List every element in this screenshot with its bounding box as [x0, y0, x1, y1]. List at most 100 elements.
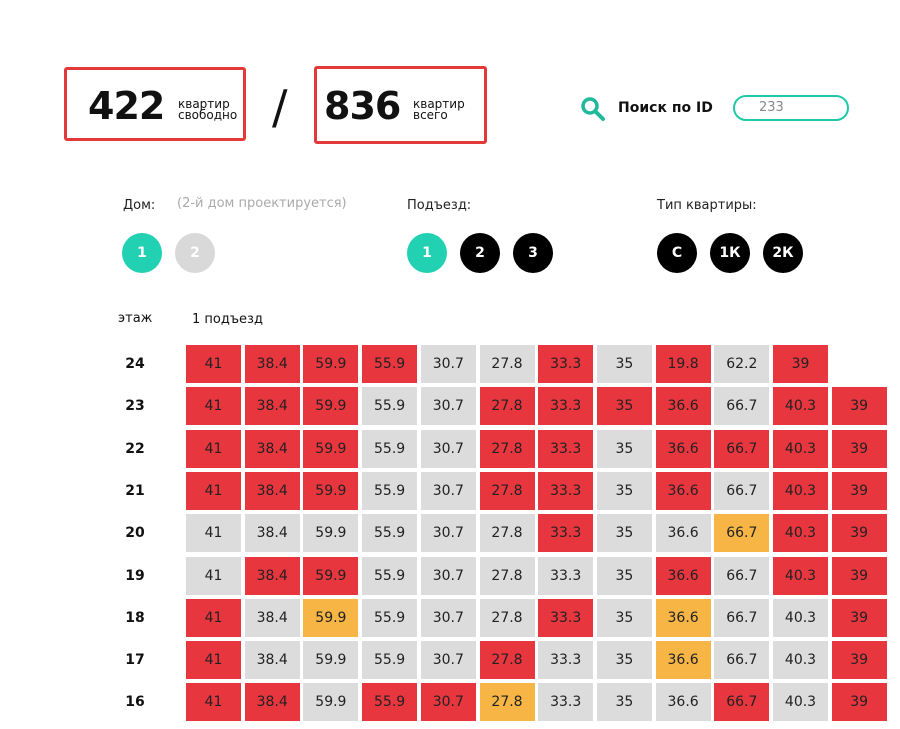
apartment-cell[interactable]: 36.6: [655, 641, 711, 680]
apartment-cell[interactable]: 27.8: [479, 471, 535, 510]
apartment-cell[interactable]: 35: [596, 641, 652, 680]
apartment-cell[interactable]: 40.3: [773, 429, 828, 468]
apartment-cell[interactable]: 33.3: [538, 556, 594, 595]
apartment-cell[interactable]: 55.9: [362, 514, 418, 553]
apartment-cell[interactable]: 59.9: [303, 514, 359, 553]
apartment-cell[interactable]: 36.6: [655, 471, 711, 510]
apartment-cell[interactable]: 35: [596, 387, 652, 426]
apartment-cell[interactable]: 30.7: [420, 598, 476, 637]
apartment-cell[interactable]: 38.4: [244, 387, 300, 426]
apartment-cell[interactable]: 66.7: [714, 598, 770, 637]
apartment-cell[interactable]: 33.3: [538, 387, 594, 426]
apartment-cell[interactable]: 27.8: [479, 598, 535, 637]
apartment-cell[interactable]: 27.8: [479, 429, 535, 468]
apartment-cell[interactable]: 40.3: [773, 514, 828, 553]
apartment-cell[interactable]: 66.7: [714, 641, 770, 680]
apartment-cell[interactable]: 35: [596, 556, 652, 595]
apartment-cell[interactable]: 27.8: [479, 514, 535, 553]
apartment-cell[interactable]: 36.6: [655, 683, 711, 722]
apartment-cell[interactable]: 62.2: [714, 345, 770, 383]
apartment-cell[interactable]: 30.7: [420, 641, 476, 680]
apartment-cell[interactable]: 59.9: [303, 598, 359, 637]
apartment-cell[interactable]: 59.9: [303, 429, 359, 468]
apartment-cell[interactable]: 35: [596, 471, 652, 510]
apartment-cell[interactable]: 33.3: [538, 514, 594, 553]
apartment-cell[interactable]: 55.9: [362, 471, 418, 510]
apartment-cell[interactable]: 59.9: [303, 641, 359, 680]
apartment-cell[interactable]: 38.4: [244, 556, 300, 595]
apartment-cell[interactable]: 19.8: [655, 345, 711, 383]
search-icon[interactable]: [580, 96, 606, 122]
apartment-cell[interactable]: 27.8: [479, 683, 535, 722]
apartment-cell[interactable]: 35: [596, 598, 652, 637]
apartment-cell[interactable]: 41: [186, 641, 241, 680]
apartment-cell[interactable]: 40.3: [773, 556, 828, 595]
apartment-cell[interactable]: 30.7: [420, 556, 476, 595]
entrance-option[interactable]: 2: [460, 233, 500, 273]
search-input[interactable]: 233: [733, 95, 849, 121]
apartment-cell[interactable]: 66.7: [714, 683, 770, 722]
apartment-cell[interactable]: 40.3: [773, 683, 828, 722]
apartment-cell[interactable]: 40.3: [773, 598, 828, 637]
apartment-cell[interactable]: 30.7: [420, 429, 476, 468]
apartment-cell[interactable]: 41: [186, 429, 241, 468]
apartment-cell[interactable]: 41: [186, 514, 241, 553]
apartment-cell[interactable]: 41: [186, 598, 241, 637]
apartment-cell[interactable]: 38.4: [244, 641, 300, 680]
apartment-cell[interactable]: 36.6: [655, 514, 711, 553]
apartment-cell[interactable]: 39: [831, 471, 887, 510]
apartment-cell[interactable]: 35: [596, 683, 652, 722]
apartment-cell[interactable]: 33.3: [538, 345, 594, 383]
apartment-cell[interactable]: 40.3: [773, 641, 828, 680]
apartment-cell[interactable]: 30.7: [420, 683, 476, 722]
apartment-cell[interactable]: 66.7: [714, 429, 770, 468]
apartment-cell[interactable]: 30.7: [420, 514, 476, 553]
apartment-cell[interactable]: 33.3: [538, 429, 594, 468]
apartment-cell[interactable]: 36.6: [655, 387, 711, 426]
apartment-cell[interactable]: 39: [831, 556, 887, 595]
apartment-cell[interactable]: 36.6: [655, 429, 711, 468]
apartment-cell[interactable]: 38.4: [244, 683, 300, 722]
entrance-option[interactable]: 3: [513, 233, 553, 273]
apartment-cell[interactable]: 59.9: [303, 683, 359, 722]
apartment-cell[interactable]: 35: [596, 429, 652, 468]
apartment-cell[interactable]: 39: [831, 641, 887, 680]
apartment-cell[interactable]: 27.8: [479, 641, 535, 680]
type-option[interactable]: 2К: [763, 233, 803, 273]
apartment-cell[interactable]: 41: [186, 683, 241, 722]
apartment-cell[interactable]: 27.8: [479, 387, 535, 426]
apartment-cell[interactable]: 59.9: [303, 556, 359, 595]
apartment-cell[interactable]: 30.7: [420, 387, 476, 426]
apartment-cell[interactable]: 38.4: [244, 514, 300, 553]
type-option[interactable]: С: [657, 233, 697, 273]
apartment-cell[interactable]: 27.8: [479, 556, 535, 595]
apartment-cell[interactable]: 33.3: [538, 683, 594, 722]
apartment-cell[interactable]: 40.3: [773, 471, 828, 510]
apartment-cell[interactable]: 30.7: [420, 345, 476, 383]
entrance-option[interactable]: 1: [407, 233, 447, 273]
apartment-cell[interactable]: 41: [186, 471, 241, 510]
apartment-cell[interactable]: 39: [831, 598, 887, 637]
apartment-cell[interactable]: 55.9: [362, 598, 418, 637]
apartment-cell[interactable]: 55.9: [362, 345, 418, 383]
apartment-cell[interactable]: 66.7: [714, 556, 770, 595]
apartment-cell[interactable]: 39: [831, 514, 887, 553]
apartment-cell[interactable]: 39: [831, 429, 887, 468]
type-option[interactable]: 1К: [710, 233, 750, 273]
apartment-cell[interactable]: 33.3: [538, 471, 594, 510]
apartment-cell[interactable]: 39: [773, 345, 828, 383]
apartment-cell[interactable]: 41: [186, 556, 241, 595]
apartment-cell[interactable]: 55.9: [362, 429, 418, 468]
apartment-cell[interactable]: 39: [831, 387, 887, 426]
apartment-cell[interactable]: 40.3: [773, 387, 828, 426]
apartment-cell[interactable]: 27.8: [479, 345, 535, 383]
apartment-cell[interactable]: 38.4: [244, 429, 300, 468]
apartment-cell[interactable]: 39: [831, 683, 887, 722]
apartment-cell[interactable]: 55.9: [362, 641, 418, 680]
apartment-cell[interactable]: 55.9: [362, 556, 418, 595]
apartment-cell[interactable]: 38.4: [244, 345, 300, 383]
house-option[interactable]: 2: [175, 233, 215, 273]
apartment-cell[interactable]: 59.9: [303, 471, 359, 510]
apartment-cell[interactable]: 30.7: [420, 471, 476, 510]
apartment-cell[interactable]: 41: [186, 387, 241, 426]
